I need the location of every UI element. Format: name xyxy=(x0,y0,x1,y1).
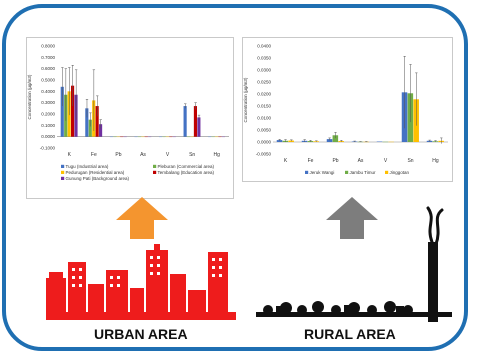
y-tick-label: 0.0350 xyxy=(257,56,271,61)
data-bar xyxy=(276,140,283,142)
y-tick-label: 0.0150 xyxy=(257,104,271,109)
legend-swatch xyxy=(345,170,349,174)
y-tick-label: 0.3000 xyxy=(41,100,55,105)
rural-area-label: RURAL AREA xyxy=(304,326,396,342)
y-tick-label: 0.2000 xyxy=(41,112,55,117)
legend-swatch xyxy=(305,170,309,174)
legend-entry: Tugu (Industrial area) xyxy=(66,164,109,169)
legend-swatch xyxy=(61,170,65,174)
y-tick-label: 0.7000 xyxy=(41,55,55,60)
city-skyline-icon xyxy=(46,244,236,320)
x-tick-label: As xyxy=(140,152,146,158)
x-tick-label: K xyxy=(284,158,288,164)
data-bar xyxy=(88,119,92,137)
data-bar xyxy=(326,139,333,142)
x-tick-label: K xyxy=(68,152,72,158)
x-tick-label: As xyxy=(358,158,364,164)
data-bar xyxy=(99,124,103,137)
y-tick-label: 0.0100 xyxy=(257,116,271,121)
y-tick-label: 0.1000 xyxy=(41,123,55,128)
legend-swatch xyxy=(153,170,157,174)
x-tick-label: V xyxy=(166,152,170,158)
legend-entry: Gunung Pati (Background area) xyxy=(66,176,130,181)
y-tick-label: 0.0200 xyxy=(257,92,271,97)
legend-entry: Jambu Timur xyxy=(350,170,377,175)
x-tick-label: Sn xyxy=(407,158,413,164)
y-tick-label: 0.0300 xyxy=(257,68,271,73)
legend-entry: Jinggotan xyxy=(390,170,410,175)
legend-entry: Tembalang (Education area) xyxy=(158,170,215,175)
y-tick-label: 0.8000 xyxy=(41,44,55,49)
urban-area-label: URBAN AREA xyxy=(94,326,188,342)
x-tick-label: Hg xyxy=(214,152,221,158)
x-tick-label: Fe xyxy=(91,152,97,158)
urban-up-arrow xyxy=(116,197,168,239)
legend-swatch xyxy=(61,164,65,168)
urban-chart-panel: 0.8000 0.7000 0.6000 0.5000 0.4000 0.3000 0.20… xyxy=(26,37,234,199)
x-tick-label: Sn xyxy=(189,152,195,158)
legend-swatch xyxy=(153,164,157,168)
x-tick-label: Pb xyxy=(115,152,121,158)
legend-swatch xyxy=(61,176,65,180)
y-axis-label: Concentration (µg/m3) xyxy=(243,77,248,122)
x-tick-label: V xyxy=(384,158,388,164)
data-bar xyxy=(332,135,339,142)
legend-entry: Jeruk Wangi xyxy=(310,170,335,175)
y-tick-label: -0.1000 xyxy=(40,146,56,151)
y-tick-label: 0.0000 xyxy=(41,134,55,139)
y-tick-label: 0.0000 xyxy=(257,140,271,145)
x-tick-label: Fe xyxy=(308,158,314,164)
y-tick-label: -0.0050 xyxy=(256,152,272,157)
data-bar xyxy=(60,86,64,137)
data-bar xyxy=(95,106,99,137)
legend-swatch xyxy=(385,170,389,174)
y-tick-label: 0.5000 xyxy=(41,78,55,83)
data-bar xyxy=(193,106,198,137)
rural-up-arrow xyxy=(326,197,378,239)
legend-entry: Pleburan (Commercial area) xyxy=(158,164,215,169)
data-bar xyxy=(183,106,187,137)
y-tick-label: 0.0250 xyxy=(257,80,271,85)
data-bar xyxy=(85,108,89,137)
data-bar xyxy=(71,85,75,137)
x-tick-label: Pb xyxy=(332,158,338,164)
y-tick-label: 0.0400 xyxy=(257,44,271,49)
data-bar xyxy=(197,117,201,137)
rural-chart-panel: 0.0400 0.0350 0.0300 0.0250 0.0200 0.0150 0.01… xyxy=(242,37,453,182)
x-tick-label: Hg xyxy=(432,158,439,164)
y-tick-label: 0.4000 xyxy=(41,89,55,94)
urban-chart: 0.8000 0.7000 0.6000 0.5000 0.4000 0.3000 0.20… xyxy=(27,44,229,181)
legend-entry: Pedurugan (Residential area) xyxy=(66,170,125,175)
y-tick-label: 0.6000 xyxy=(41,66,55,71)
rural-chart: 0.0400 0.0350 0.0300 0.0250 0.0200 0.0150 0.01… xyxy=(243,44,448,175)
y-tick-label: 0.0050 xyxy=(257,128,271,133)
village-factory-icon xyxy=(256,206,452,322)
y-axis-label: Concentration (µg/m3) xyxy=(27,74,32,119)
